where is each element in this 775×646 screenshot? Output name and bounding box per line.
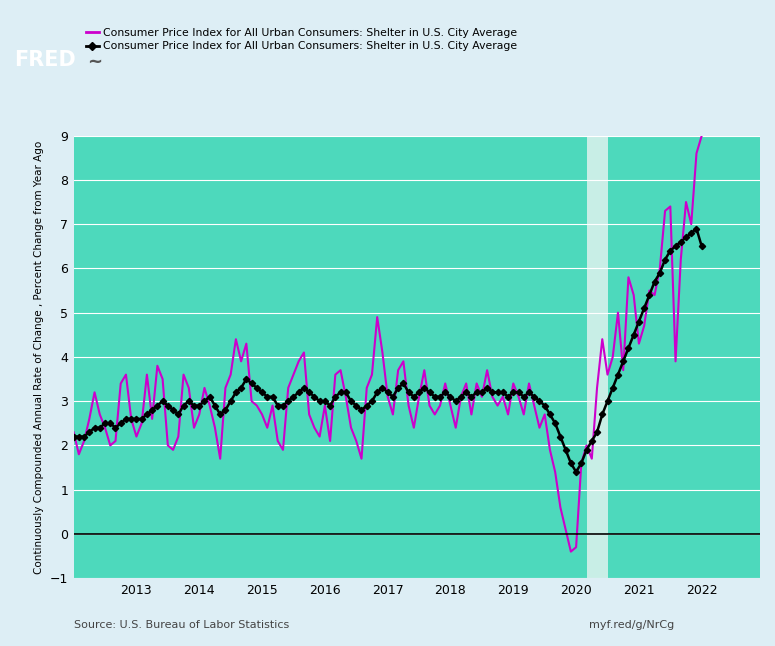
Text: FRED: FRED: [14, 50, 75, 70]
Y-axis label: Continuously Compounded Annual Rate of Change , Percent Change from Year Ago: Continuously Compounded Annual Rate of C…: [34, 140, 44, 574]
Text: Source: U.S. Bureau of Labor Statistics: Source: U.S. Bureau of Labor Statistics: [74, 620, 289, 630]
Legend: Consumer Price Index for All Urban Consumers: Shelter in U.S. City Average, Cons: Consumer Price Index for All Urban Consu…: [86, 28, 518, 52]
Text: ~: ~: [88, 52, 103, 70]
Text: myf.red/g/NrCg: myf.red/g/NrCg: [589, 620, 674, 630]
Bar: [587, 136, 608, 578]
